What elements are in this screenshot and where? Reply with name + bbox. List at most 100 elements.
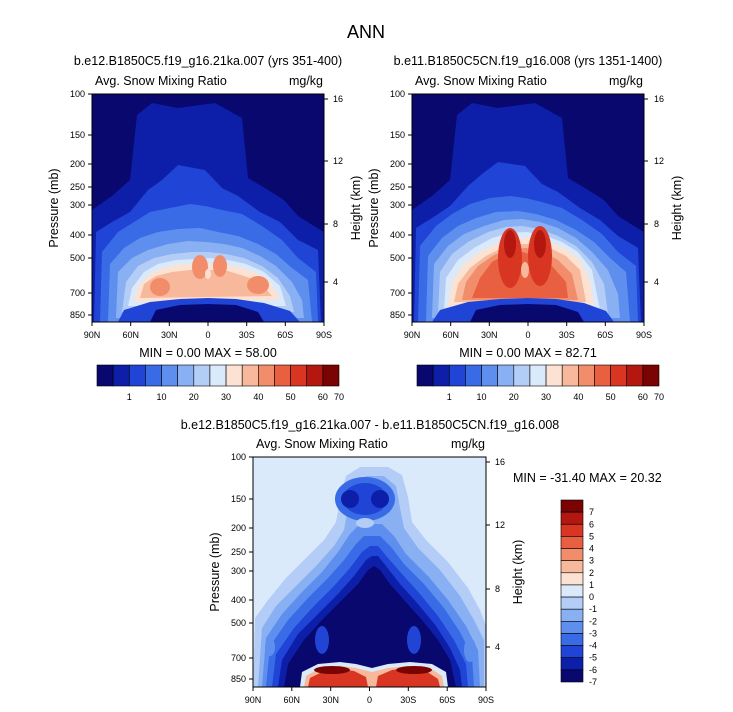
panel-1-y-ticks: 100 150 200 250 300 400 500 700 850 bbox=[70, 89, 92, 320]
colorbar-label: 20 bbox=[509, 392, 519, 402]
colorbar-label: -6 bbox=[589, 665, 597, 675]
panel-1-y-tick: 700 bbox=[70, 288, 85, 298]
panel-1-height-tick: 12 bbox=[333, 156, 343, 166]
panel-2-height-tick: 4 bbox=[654, 277, 659, 287]
colorbar-box bbox=[322, 364, 340, 387]
panel-1-y-tick: 150 bbox=[70, 130, 85, 140]
panel-1-x-tick: 30N bbox=[161, 330, 178, 340]
panel-2-variable: Avg. Snow Mixing Ratio bbox=[415, 74, 547, 88]
panel-3-x-tick: 90S bbox=[478, 695, 494, 705]
colorbar-box bbox=[529, 364, 547, 387]
figure-title: ANN bbox=[347, 22, 385, 42]
colorbar-box bbox=[560, 499, 584, 513]
panel-2-y-tick: 150 bbox=[390, 130, 405, 140]
colorbar-box bbox=[432, 364, 450, 387]
colorbar-box bbox=[448, 364, 466, 387]
panel-2: b.e11.B1850C5CN.f19_g16.008 (yrs 1351-14… bbox=[367, 54, 684, 402]
panel-3-height-tick: 4 bbox=[495, 642, 500, 652]
colorbar-box bbox=[128, 364, 146, 387]
colorbar-box bbox=[112, 364, 130, 387]
colorbar-box bbox=[96, 364, 114, 387]
panel-2-x-tick: 60S bbox=[597, 330, 613, 340]
colorbar-label: -2 bbox=[589, 616, 597, 626]
panel-2-x-tick: 60N bbox=[442, 330, 459, 340]
panel-2-y-ticks: 100 150 200 250 300 400 500 700 850 bbox=[390, 89, 412, 320]
colorbar-label: -3 bbox=[589, 628, 597, 638]
colorbar-box bbox=[290, 364, 308, 387]
panel-1-field bbox=[92, 94, 324, 322]
colorbar-label: 1 bbox=[127, 392, 132, 402]
colorbar-label: 50 bbox=[286, 392, 296, 402]
colorbar-box bbox=[161, 364, 178, 387]
colorbar-label: -1 bbox=[589, 604, 597, 614]
panel-3-y-tick: 700 bbox=[231, 653, 246, 663]
colorbar-box bbox=[241, 364, 259, 387]
panel-3-y-tick: 250 bbox=[231, 547, 246, 557]
colorbar-box bbox=[594, 364, 611, 387]
colorbar-label: -4 bbox=[589, 641, 597, 651]
colorbar-box bbox=[560, 645, 584, 659]
colorbar-label: -5 bbox=[589, 653, 597, 663]
panel-2-height-tick: 16 bbox=[654, 94, 664, 104]
colorbar-label: 60 bbox=[638, 392, 648, 402]
panel-3-y-tick: 300 bbox=[231, 566, 246, 576]
colorbar-box bbox=[560, 572, 584, 586]
colorbar-box bbox=[626, 364, 644, 387]
colorbar-box bbox=[642, 364, 660, 387]
panel-1-ylabel-right: Height (km) bbox=[349, 176, 363, 241]
colorbar-box bbox=[274, 364, 291, 387]
panel-3-ylabel: Pressure (mb) bbox=[208, 532, 222, 611]
panel-1-units: mg/kg bbox=[289, 74, 323, 88]
colorbar-label: 4 bbox=[589, 544, 594, 554]
panel-1-x-tick: 90N bbox=[84, 330, 101, 340]
colorbar-box bbox=[465, 364, 482, 387]
panel-2-y-ticks-right: 16 12 8 4 bbox=[644, 94, 664, 287]
panel-3-y-tick: 400 bbox=[231, 595, 246, 605]
colorbar-box bbox=[560, 523, 584, 537]
panel-3-y-tick: 200 bbox=[231, 523, 246, 533]
colorbar-box bbox=[560, 633, 584, 646]
panel-2-y-tick: 400 bbox=[390, 230, 405, 240]
colorbar-label: 2 bbox=[589, 568, 594, 578]
colorbar-box bbox=[560, 608, 584, 622]
colorbar-box bbox=[610, 364, 628, 387]
colorbar-box bbox=[209, 364, 227, 387]
colorbar-label: -7 bbox=[589, 677, 597, 687]
panel-1-height-tick: 8 bbox=[333, 219, 338, 229]
panel-2-y-tick: 200 bbox=[390, 159, 405, 169]
panel-3-x-tick: 30S bbox=[400, 695, 416, 705]
panel-1-y-ticks-right: 16 12 8 4 bbox=[324, 94, 343, 287]
colorbar-box bbox=[560, 584, 584, 598]
panel-1-x-tick: 60N bbox=[122, 330, 139, 340]
panel-3-height-tick: 16 bbox=[495, 457, 505, 467]
colorbar-box bbox=[578, 364, 595, 387]
colorbar-box bbox=[545, 364, 563, 387]
colorbar-label: 40 bbox=[253, 392, 263, 402]
colorbar-label: 60 bbox=[318, 392, 328, 402]
colorbar-label: 30 bbox=[541, 392, 551, 402]
panel-1-y-tick: 200 bbox=[70, 159, 85, 169]
colorbar-label: 6 bbox=[589, 519, 594, 529]
panel-3-y-ticks-right: 16 12 8 4 bbox=[486, 457, 505, 652]
colorbar-label: 3 bbox=[589, 556, 594, 566]
colorbar-label: 50 bbox=[606, 392, 616, 402]
panel-3-x-tick: 90N bbox=[245, 695, 262, 705]
panel-2-y-tick: 500 bbox=[390, 253, 405, 263]
panel-3-min-max: MIN = -31.40 MAX = 20.32 bbox=[513, 471, 662, 485]
colorbar-box bbox=[177, 364, 195, 387]
panel-3-x-tick: 60S bbox=[439, 695, 455, 705]
panel-2-x-tick: 90N bbox=[404, 330, 421, 340]
panel-3-variable: Avg. Snow Mixing Ratio bbox=[256, 437, 388, 451]
panel-1-y-tick: 500 bbox=[70, 253, 85, 263]
colorbar-box bbox=[560, 596, 584, 610]
colorbar-label: 5 bbox=[589, 531, 594, 541]
colorbar-box bbox=[481, 364, 498, 387]
panel-1-height-tick: 16 bbox=[333, 94, 343, 104]
panel-1-x-tick: 0 bbox=[205, 330, 210, 340]
colorbar-box bbox=[561, 364, 579, 387]
colorbar-box bbox=[513, 364, 531, 387]
panel-1-variable: Avg. Snow Mixing Ratio bbox=[95, 74, 227, 88]
colorbar-box bbox=[560, 657, 584, 671]
panel-2-y-tick: 250 bbox=[390, 182, 405, 192]
